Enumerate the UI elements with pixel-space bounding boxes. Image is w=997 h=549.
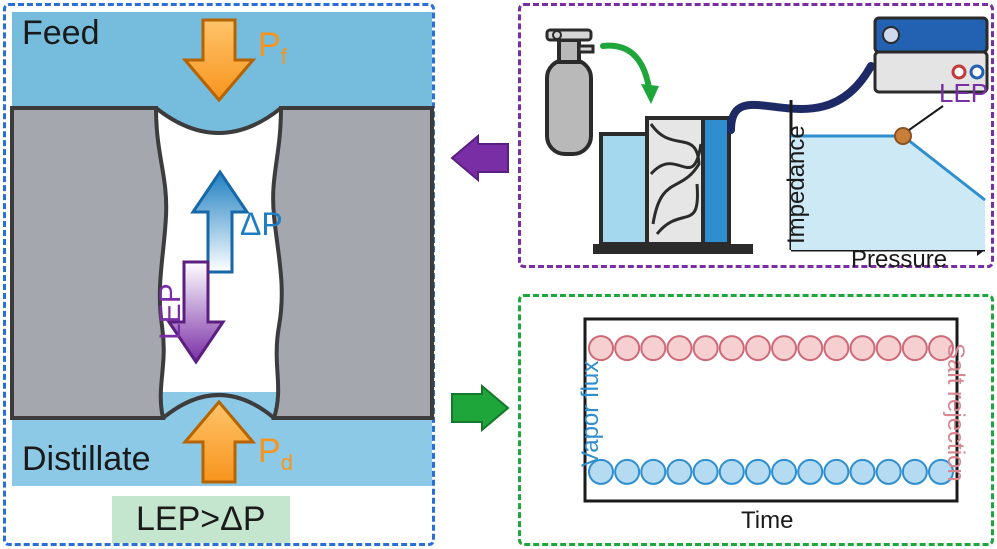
salt-rejection-point xyxy=(877,336,901,360)
lep-graph-label: LEP xyxy=(939,78,988,109)
salt-rejection-point xyxy=(851,336,875,360)
salt-rejection-point xyxy=(772,336,796,360)
vapor-flux-point xyxy=(824,460,848,484)
membrane-wall-right xyxy=(273,108,432,418)
pressure-axis-label: Pressure xyxy=(851,246,947,274)
salt-rejection-point xyxy=(720,336,744,360)
vapor-flux-point xyxy=(903,460,927,484)
delta-p-arrow xyxy=(193,172,247,272)
impedance-axis-label: Impedance xyxy=(783,125,811,244)
salt-rejection-point xyxy=(641,336,665,360)
membrane-wall-left xyxy=(12,108,166,418)
gas-cylinder xyxy=(547,30,593,154)
lep-point xyxy=(895,128,911,144)
salt-rejection-point xyxy=(667,336,691,360)
salt-rejection-axis-label: Salt rejection xyxy=(941,343,969,482)
vapor-flux-point xyxy=(667,460,691,484)
connector-arrow-purple xyxy=(446,130,514,186)
time-plot xyxy=(585,319,957,501)
vapor-flux-point xyxy=(641,460,665,484)
salt-rejection-point xyxy=(798,336,822,360)
pf-label: Pf xyxy=(258,26,287,70)
connector-arrow-green xyxy=(446,380,514,436)
vapor-flux-point xyxy=(746,460,770,484)
meniscus-top xyxy=(156,108,281,133)
pd-label: Pd xyxy=(258,432,293,476)
impedance-graph xyxy=(791,100,985,256)
delta-p-label: ΔP xyxy=(240,206,283,243)
vapor-flux-point xyxy=(720,460,744,484)
lep-inequality-badge: LEP>ΔP xyxy=(112,496,290,543)
time-axis-label: Time xyxy=(741,507,793,535)
vapor-flux-axis-label: Vapor flux xyxy=(577,361,605,467)
gas-flow-arrow xyxy=(603,46,649,88)
flux-rejection-panel: Time Vapor flux Salt rejection xyxy=(518,294,994,546)
feed-label: Feed xyxy=(22,14,100,53)
lep-vertical-label: LEP xyxy=(154,283,188,340)
impedance-setup-panel: LEP Pressure Impedance xyxy=(518,3,994,268)
membrane-pore-panel: Feed Distillate Pf Pd ΔP LEP LEP>ΔP xyxy=(3,3,435,546)
vapor-flux-point xyxy=(772,460,796,484)
salt-rejection-point xyxy=(824,336,848,360)
salt-rejection-point xyxy=(615,336,639,360)
gas-flow-arrow-head xyxy=(641,84,659,104)
salt-rejection-point xyxy=(694,336,718,360)
salt-rejection-point xyxy=(903,336,927,360)
test-cell xyxy=(593,118,753,254)
distillate-label: Distillate xyxy=(22,440,150,479)
vapor-flux-point xyxy=(798,460,822,484)
vapor-flux-point xyxy=(694,460,718,484)
salt-rejection-point xyxy=(746,336,770,360)
vapor-flux-point xyxy=(877,460,901,484)
cable xyxy=(731,66,871,130)
vapor-flux-point xyxy=(615,460,639,484)
salt-rejection-point xyxy=(589,336,613,360)
vapor-flux-point xyxy=(851,460,875,484)
